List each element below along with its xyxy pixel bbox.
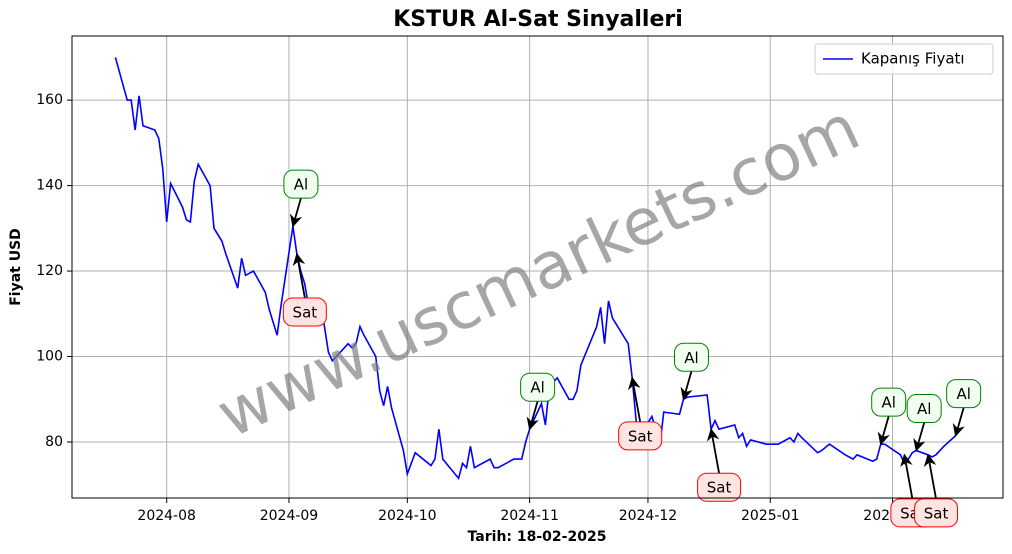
axes-frame: [71, 35, 1004, 499]
annotation-arrow: [289, 197, 303, 228]
annotation-label: Sat: [628, 427, 653, 445]
annotation-label: Al: [956, 385, 970, 403]
annotation-arrow: [680, 371, 693, 401]
annotation-arrow: [900, 453, 914, 499]
annotation-box: [697, 472, 742, 502]
annotation-box: [914, 498, 959, 528]
annotation-label: Al: [530, 379, 544, 397]
x-tick-label: 2024-12: [619, 508, 678, 524]
chart-title: KSTUR Al-Sat Sinyalleri: [393, 7, 683, 32]
annotation-box: [520, 372, 556, 402]
annotation-label: Sat: [293, 303, 318, 321]
annotation-arrow: [706, 427, 720, 474]
annotation-arrow: [526, 400, 539, 431]
x-tick-label: 2024-11: [500, 508, 559, 524]
annotation-box: [283, 169, 319, 199]
annotation-arrow: [913, 422, 926, 452]
annotation-label: Al: [684, 349, 698, 367]
x-tick-label: 2024-10: [378, 508, 437, 524]
annotation-arrow: [952, 407, 965, 437]
annotation-box: [282, 297, 327, 327]
annotation-arrow: [292, 252, 306, 299]
x-tick-label: 2024-08: [137, 508, 196, 524]
x-axis-label: Tarih: 18-02-2025: [468, 529, 607, 545]
annotation-label: Al: [294, 176, 308, 194]
price-line: [114, 57, 957, 481]
annotation-arrow: [923, 453, 937, 499]
legend-box: [814, 43, 994, 75]
x-tick-label: 2025-01: [741, 508, 800, 524]
annotation-label: Sat: [924, 504, 949, 522]
annotation-box: [618, 421, 663, 451]
annotation-box: [946, 379, 982, 409]
annotation-arrow: [628, 376, 642, 423]
annotation-label: Al: [917, 400, 931, 418]
annotation-arrow: [877, 415, 890, 446]
y-tick-label: 160: [36, 92, 63, 108]
x-tick-label: 2024-09: [260, 508, 319, 524]
annotation-label: Sat: [707, 479, 732, 497]
grid: 80 100 120 140 160 2024-08 2024-09 2024-10 2024-…: [36, 36, 1003, 524]
y-axis-label: Fiyat USD: [8, 228, 24, 306]
legend-label: Kapanış Fiyatı: [861, 50, 965, 68]
annotation-box: [673, 342, 709, 372]
y-tick-label: 120: [36, 263, 63, 279]
y-tick-label: 80: [45, 434, 63, 450]
annotation-box: [871, 387, 907, 417]
plot: [114, 57, 957, 481]
y-tick-label: 100: [36, 349, 63, 365]
annotation-label: Al: [881, 394, 895, 412]
legend: Kapanış Fiyatı: [814, 43, 994, 75]
annotation-box: [906, 394, 942, 424]
y-tick-label: 140: [36, 178, 63, 194]
